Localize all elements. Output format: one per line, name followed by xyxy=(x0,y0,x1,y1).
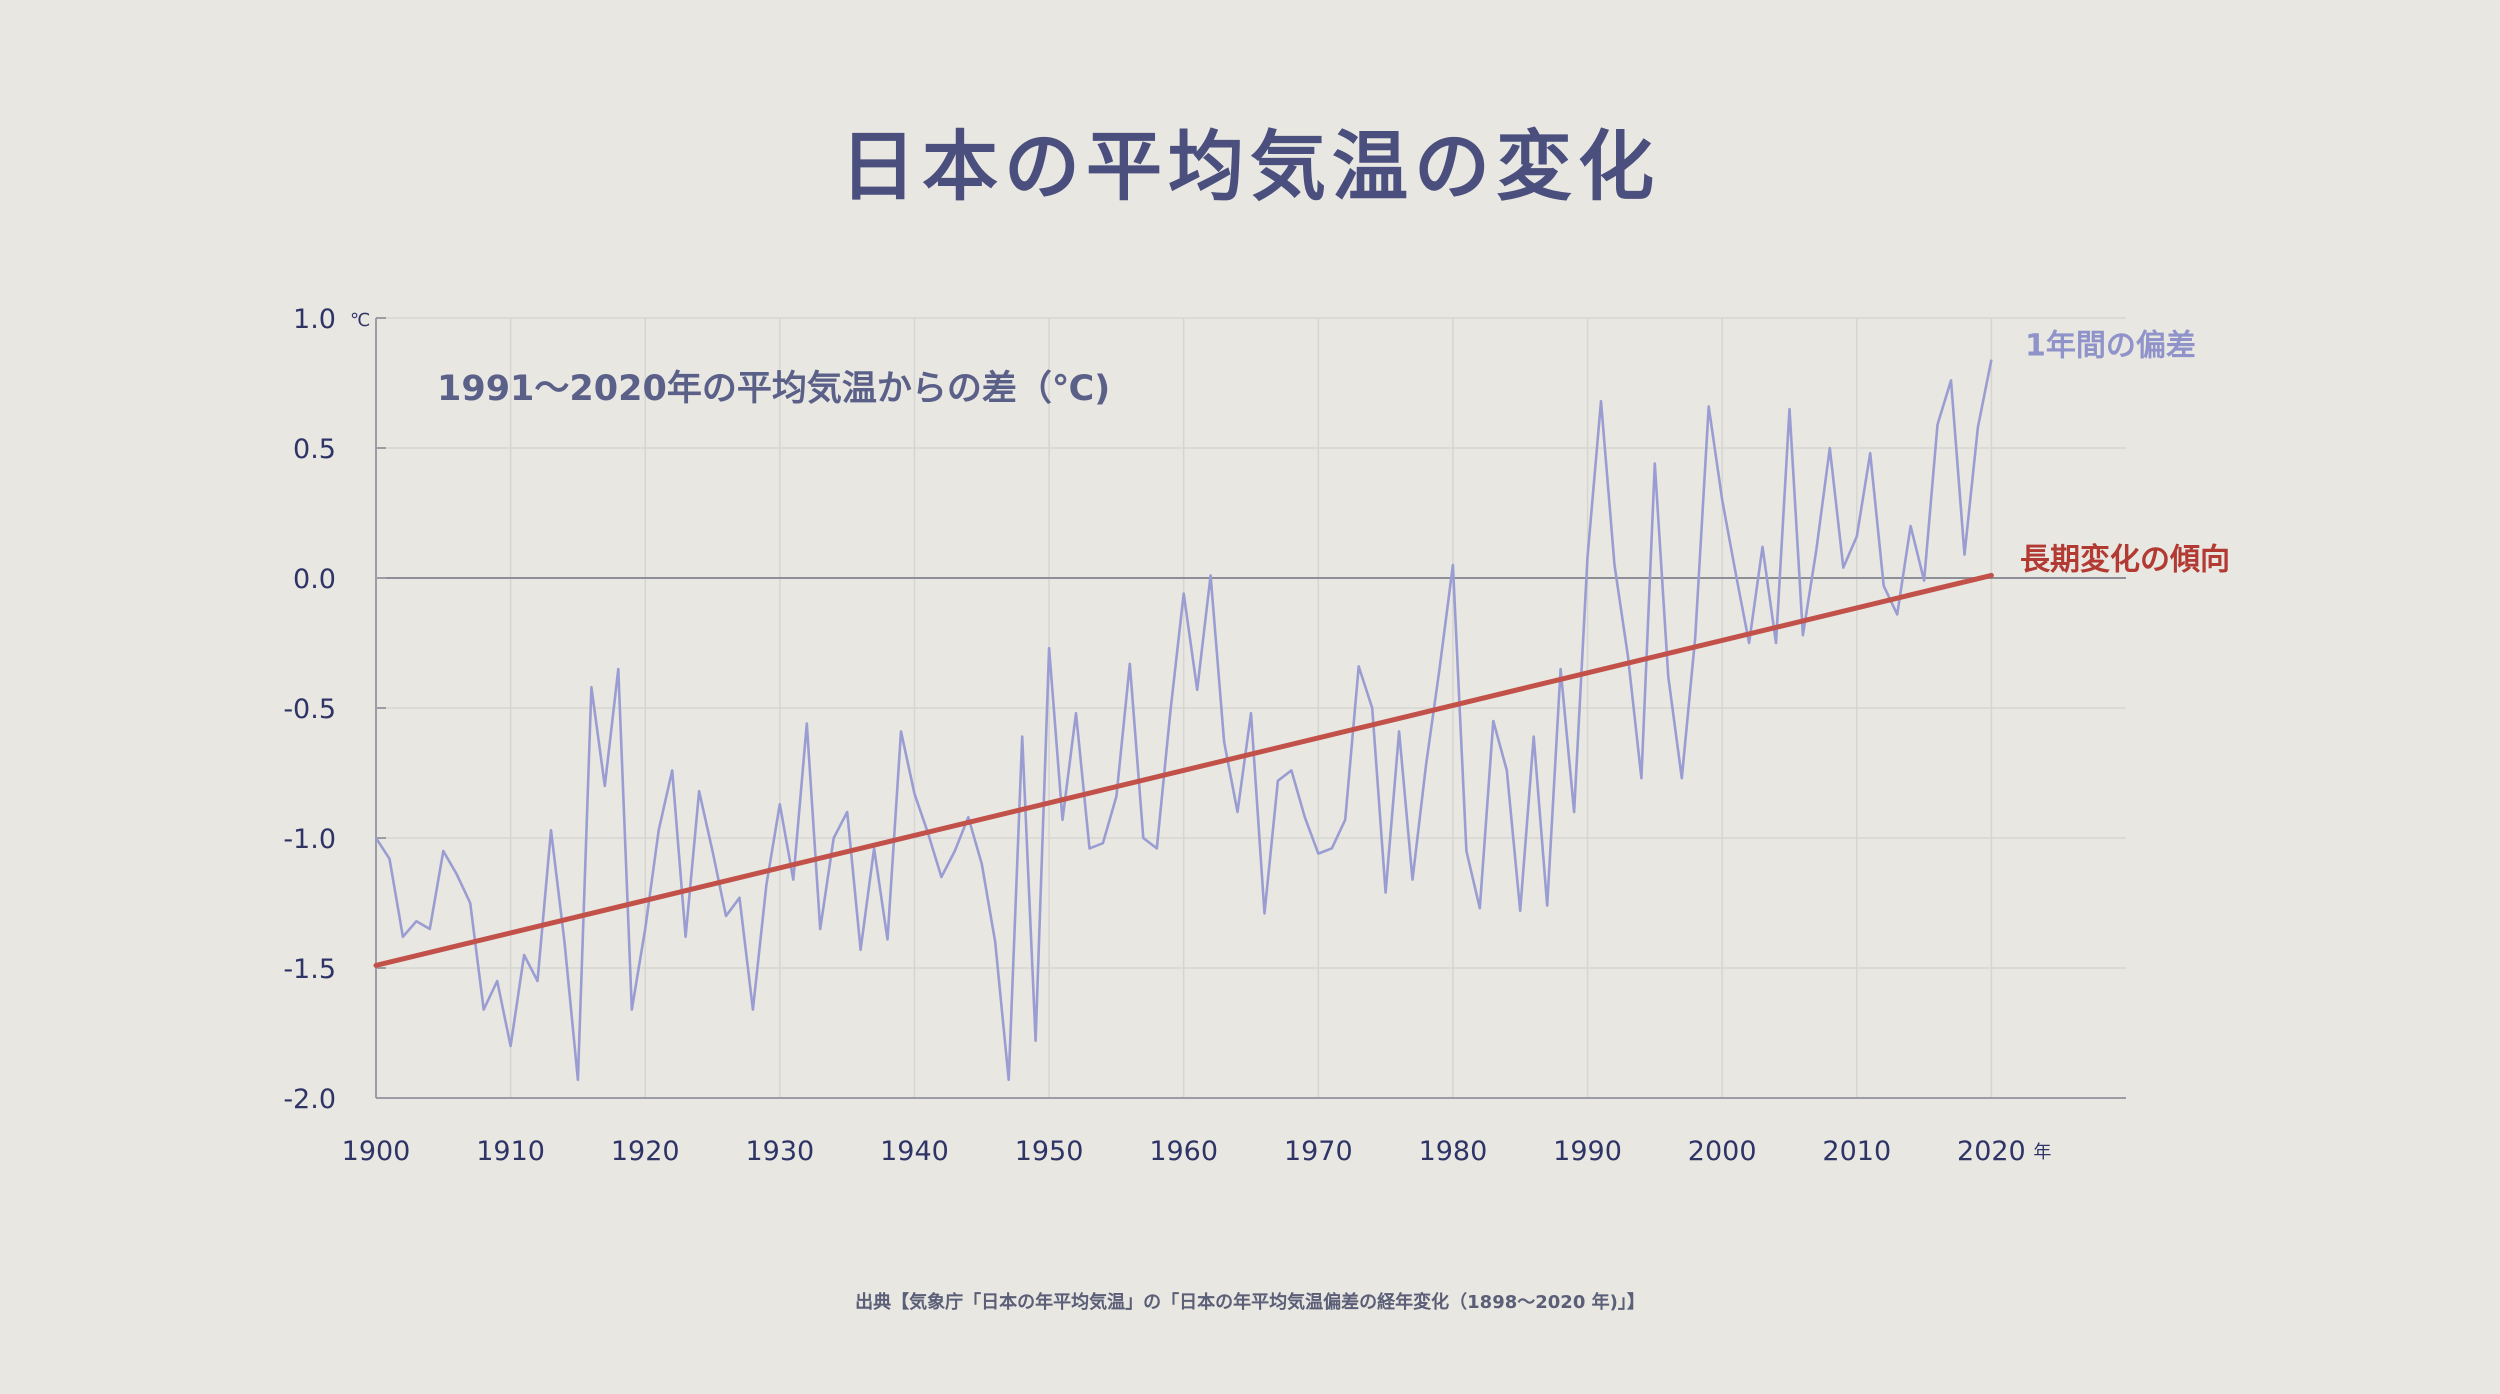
y-unit-label: ℃ xyxy=(350,310,370,331)
grid-layer xyxy=(375,317,2126,1099)
y-tick-label: -0.5 xyxy=(283,694,336,725)
x-tick-label: 2020 xyxy=(1957,1136,2026,1167)
y-tick-label: -1.5 xyxy=(283,954,336,985)
y-tick-label: -2.0 xyxy=(283,1084,336,1115)
x-unit-label: 年 xyxy=(2033,1142,2051,1163)
x-tick-label: 1960 xyxy=(1149,1136,1218,1167)
axis-layer xyxy=(375,317,2126,1099)
x-tick-label: 1920 xyxy=(611,1136,680,1167)
y-tick-label: 0.5 xyxy=(293,434,336,465)
x-tick-label: 1990 xyxy=(1553,1136,1622,1167)
x-tick-label: 1900 xyxy=(342,1136,411,1167)
x-tick-label: 1910 xyxy=(476,1136,545,1167)
y-tick-label: -1.0 xyxy=(283,824,336,855)
x-tick-label: 1930 xyxy=(745,1136,814,1167)
x-tick-label: 2000 xyxy=(1688,1136,1757,1167)
x-tick-label: 1940 xyxy=(880,1136,949,1167)
chart-annotation: 1991〜2020年の平均気温からの差（℃) xyxy=(437,369,1110,409)
trend-series-label: 長期変化の傾向 xyxy=(2020,542,2230,577)
y-tick-label: 1.0 xyxy=(293,304,336,335)
page-title: 日本の平均気温の変化 xyxy=(840,122,1660,211)
series-layer xyxy=(373,359,1994,1082)
x-tick-label: 2010 xyxy=(1822,1136,1891,1167)
annual-series-label: 1年間の偏差 xyxy=(2025,329,2196,364)
label-layer: 1.0 0.5 0.0 -0.5 -1.0 -1.5 -2.0 ℃ 1900 1910 1920 19… xyxy=(283,304,2230,1167)
source-citation: 出典【気象庁「日本の年平均気温」の「日本の年平均気温偏差の経年変化（1898〜2… xyxy=(855,1292,1645,1313)
annual-anomaly-line xyxy=(374,359,1993,1082)
x-tick-label: 1980 xyxy=(1419,1136,1488,1167)
x-tick-label: 1970 xyxy=(1284,1136,1353,1167)
x-tick-label: 1950 xyxy=(1015,1136,1084,1167)
y-tick-label: 0.0 xyxy=(293,564,336,595)
trend-line xyxy=(373,572,1994,968)
